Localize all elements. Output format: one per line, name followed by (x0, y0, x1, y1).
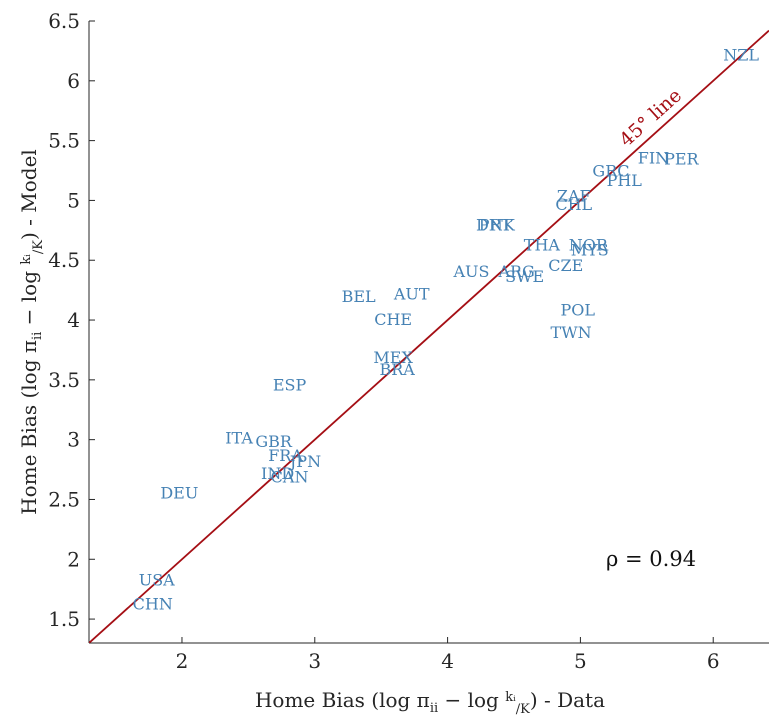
y-axis-label: Home Bias (log πii − log kᵢ/K) - Model (17, 149, 46, 515)
reference-line-45 (89, 29, 769, 643)
point-label-che: CHE (374, 310, 412, 329)
y-tick-label: 5.5 (48, 129, 80, 153)
point-label-arg: ARG (497, 262, 534, 281)
reference-line-label: 45° line (615, 84, 686, 151)
point-label-ind: IND (261, 464, 294, 483)
point-label-can: CAN (271, 468, 309, 487)
point-label-phl: PHL (607, 171, 643, 190)
x-tick-label: 2 (176, 649, 189, 673)
y-tick-label: 2 (67, 547, 80, 571)
y-ticks: 1.5 2 2.5 3 3.5 4 4.5 5 5.5 6 6.5 (48, 9, 95, 631)
y-tick-label: 4.5 (48, 248, 80, 272)
x-tick-label: 6 (707, 649, 720, 673)
x-tick-label: 3 (308, 649, 321, 673)
correlation-annotation: ρ = 0.94 (606, 547, 696, 571)
point-label-nor: NOR (569, 236, 609, 255)
axes (88, 21, 769, 644)
y-tick-label: 6 (67, 69, 80, 93)
point-label-gbr: GBR (255, 432, 293, 451)
point-label-tha: THA (524, 236, 561, 255)
point-label-aus: AUS (453, 262, 490, 281)
point-label-aut: AUT (393, 285, 430, 304)
point-label-swe: SWE (505, 267, 544, 286)
point-label-chl: CHL (555, 195, 592, 214)
y-tick-label: 1.5 (48, 607, 80, 631)
y-tick-label: 2.5 (48, 487, 80, 511)
y-tick-label: 4 (67, 308, 80, 332)
point-label-pol: POL (560, 300, 595, 319)
point-label-twn: TWN (551, 323, 592, 342)
y-tick-label: 3.5 (48, 368, 80, 392)
y-tick-label: 5 (67, 188, 80, 212)
point-label-usa: USA (139, 571, 175, 590)
x-tick-label: 5 (574, 649, 587, 673)
point-label-jpn: JPN (288, 452, 321, 471)
x-axis-label: Home Bias (log πii − log kᵢ/K) - Data (255, 688, 605, 715)
point-label-bra: BRA (379, 360, 415, 379)
point-label-mex: MEX (373, 348, 413, 367)
point-label-prt: PRT (479, 215, 513, 234)
point-label-dnk: DNK (476, 215, 516, 234)
x-tick-label: 4 (441, 649, 454, 673)
point-label-grc: GRC (592, 162, 629, 181)
x-ticks: 2 3 4 5 6 (176, 637, 720, 673)
point-label-mys: MYS (571, 240, 609, 259)
point-label-nzl: NZL (723, 45, 759, 64)
point-label-chn: CHN (133, 595, 173, 614)
point-label-cze: CZE (548, 256, 583, 275)
point-label-fin: FIN (638, 148, 669, 167)
point-label-deu: DEU (160, 483, 198, 502)
y-tick-label: 6.5 (48, 9, 80, 33)
y-tick-label: 3 (67, 428, 80, 452)
point-label-esp: ESP (273, 376, 307, 395)
point-label-bel: BEL (342, 287, 376, 306)
point-label-fra: FRA (268, 446, 303, 465)
point-label-ita: ITA (225, 428, 253, 447)
point-label-zaf: ZAF (557, 187, 591, 206)
point-label-per: PER (664, 150, 699, 169)
